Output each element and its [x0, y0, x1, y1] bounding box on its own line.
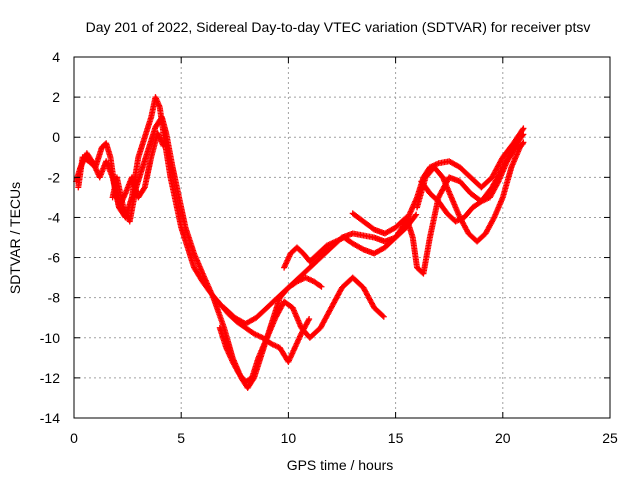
- data-point: [306, 316, 313, 323]
- data-point: [317, 282, 324, 289]
- data-point: [413, 211, 420, 218]
- data-points: [73, 94, 527, 391]
- series-track-9: [73, 130, 167, 211]
- x-tick-label: 5: [177, 430, 185, 446]
- data-point: [519, 132, 526, 139]
- y-tick-label: 4: [52, 49, 60, 65]
- y-tick-label: -14: [40, 410, 60, 426]
- data-point: [318, 283, 325, 290]
- chart-title: Day 201 of 2022, Sidereal Day-to-day VTE…: [86, 19, 591, 35]
- plot-frame: [73, 56, 611, 419]
- series-track-8: [418, 140, 526, 225]
- data-point: [520, 125, 527, 132]
- data-point: [520, 131, 527, 138]
- data-point: [160, 142, 167, 149]
- data-point: [140, 185, 147, 192]
- data-point: [379, 312, 386, 319]
- y-tick-label: -2: [48, 169, 61, 185]
- data-point: [519, 140, 526, 147]
- y-tick-label: -6: [48, 250, 61, 266]
- y-tick-label: -10: [40, 330, 60, 346]
- data-point: [519, 126, 526, 133]
- data-point: [412, 212, 419, 219]
- y-axis-label: SDTVAR / TECUs: [7, 182, 23, 294]
- x-axis-label: GPS time / hours: [287, 457, 394, 473]
- data-point: [490, 215, 497, 222]
- data-point: [380, 313, 387, 320]
- x-tick-label: 25: [602, 430, 618, 446]
- data-point: [359, 245, 366, 252]
- x-tick-label: 0: [70, 430, 78, 446]
- y-tick-label: 2: [52, 89, 60, 105]
- x-tick-label: 10: [281, 430, 297, 446]
- axis-ticks: 0 5 10 15 20 25 -14 -12 -10 -8 -6 -4 -2 0 2 4: [40, 49, 618, 446]
- x-tick-label: 20: [495, 430, 511, 446]
- x-tick-label: 15: [388, 430, 404, 446]
- y-tick-label: 0: [52, 129, 60, 145]
- y-tick-label: -8: [48, 290, 61, 306]
- data-point: [305, 317, 312, 324]
- series-track-7: [414, 139, 527, 245]
- series-track-3: [216, 274, 387, 385]
- y-tick-label: -12: [40, 370, 60, 386]
- data-point: [494, 179, 501, 186]
- y-tick-label: -4: [48, 209, 61, 225]
